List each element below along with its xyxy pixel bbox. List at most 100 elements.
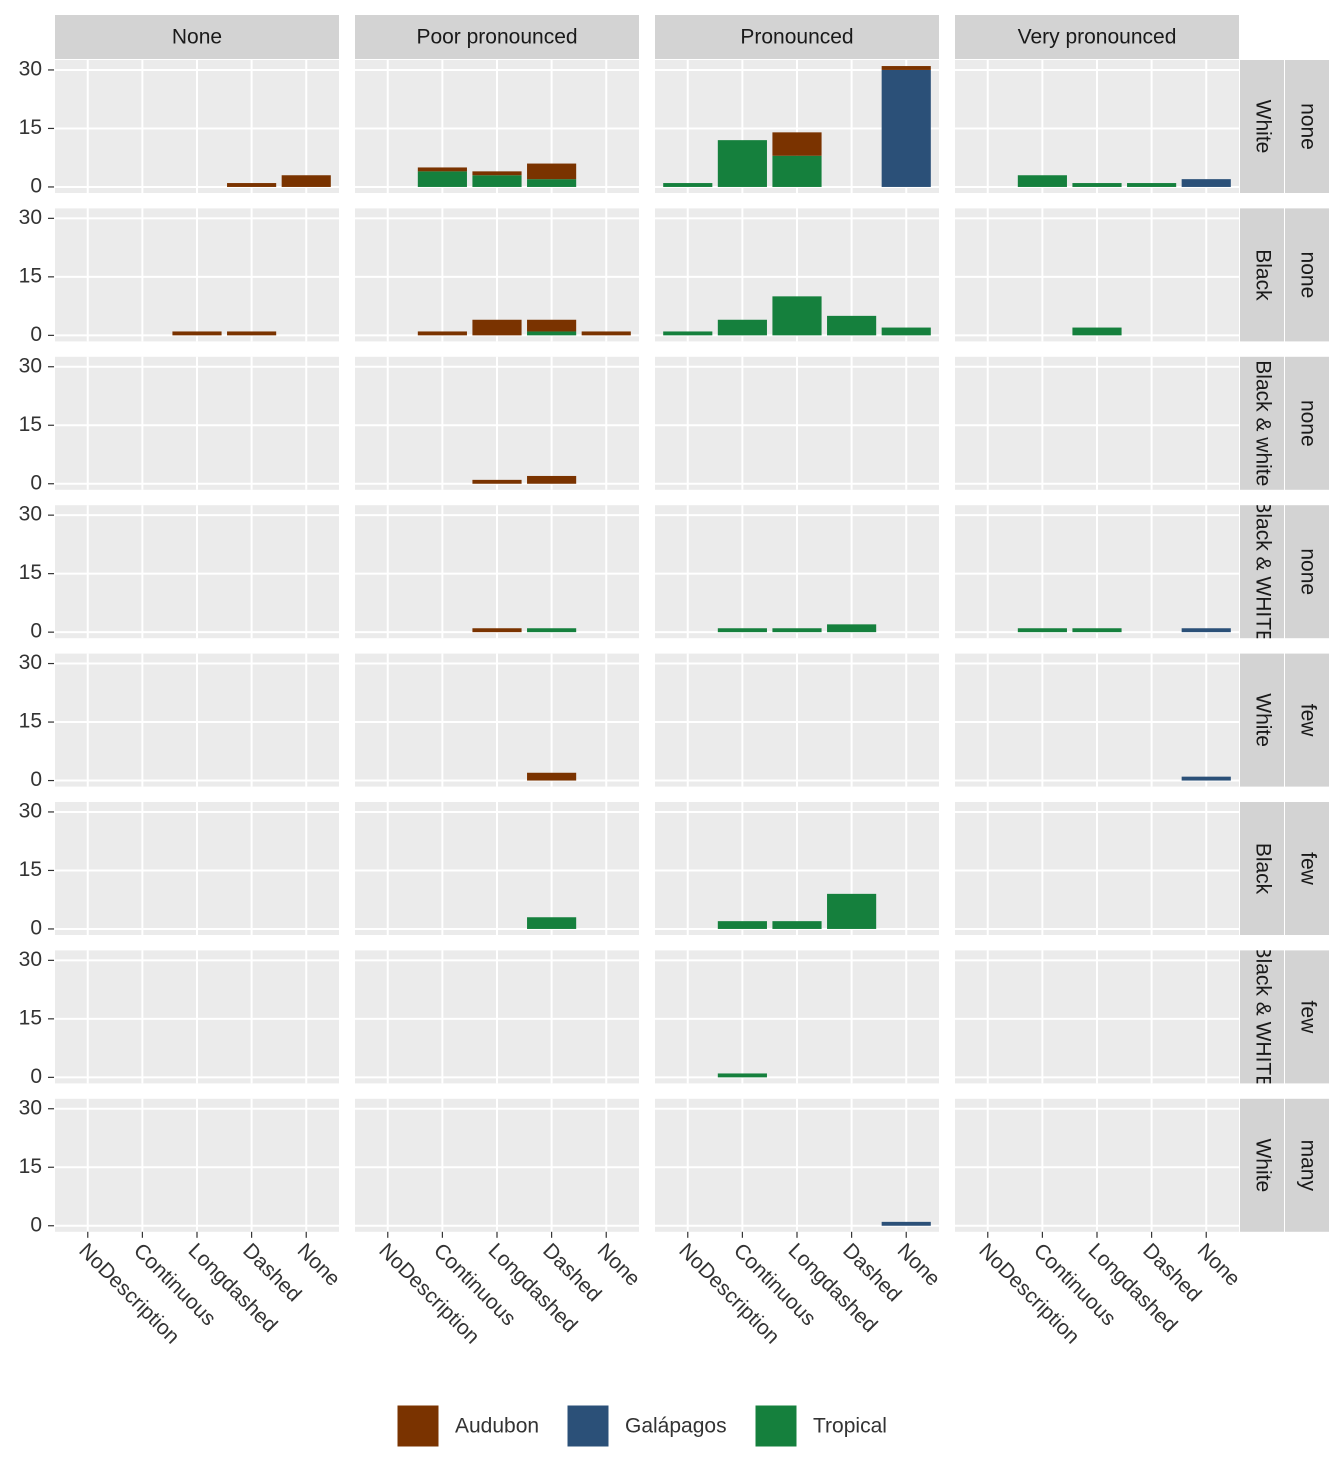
legend-key xyxy=(396,1404,440,1448)
bar xyxy=(417,331,467,336)
bar xyxy=(881,1221,931,1226)
row-strip-inner xyxy=(1240,1098,1284,1232)
y-tick-label: 30 xyxy=(19,206,42,229)
row-strip-clip: White xyxy=(1251,100,1274,154)
legend-label: Galápagos xyxy=(625,1415,727,1438)
bar xyxy=(827,624,877,633)
bar xyxy=(227,331,277,336)
bar xyxy=(472,319,522,336)
row-strip-label: none xyxy=(1296,400,1319,447)
bar xyxy=(827,893,877,929)
row-strip-outer xyxy=(1285,802,1329,935)
bar xyxy=(772,296,822,336)
bar xyxy=(772,921,822,929)
row-strip-outer xyxy=(1285,1098,1329,1232)
bar xyxy=(227,183,277,187)
x-tick-label: None xyxy=(893,1239,945,1291)
row-strip-outer xyxy=(1285,653,1329,787)
column-strip xyxy=(55,15,339,59)
y-tick-label: 30 xyxy=(19,799,42,822)
x-tick-label: NoDescription xyxy=(974,1239,1084,1349)
bar xyxy=(1072,628,1122,633)
bar xyxy=(717,319,767,336)
bar xyxy=(881,327,931,336)
row-strip-inner xyxy=(1240,802,1284,935)
y-tick-label: 0 xyxy=(30,175,42,198)
y-tick-label: 15 xyxy=(19,710,42,733)
y-tick-label: 30 xyxy=(19,651,42,674)
bar xyxy=(581,331,631,336)
bar xyxy=(1181,776,1231,781)
column-strip-label: Very pronounced xyxy=(1018,26,1177,49)
y-tick-label: 0 xyxy=(30,471,42,494)
row-strip-clip: Black xyxy=(1251,843,1274,895)
y-tick-label: 0 xyxy=(30,1213,42,1236)
legend-key xyxy=(566,1404,610,1448)
y-tick-label: 0 xyxy=(30,323,42,346)
bar xyxy=(881,66,931,70)
bar xyxy=(172,331,222,336)
y-tick-label: 30 xyxy=(19,57,42,80)
row-strip-clip: Black & WHITE xyxy=(1251,945,1274,1090)
row-strip-label: none xyxy=(1296,252,1319,299)
legend-key xyxy=(754,1404,798,1448)
bar xyxy=(772,155,822,187)
bar xyxy=(1127,183,1177,187)
y-tick-label: 15 xyxy=(19,858,42,881)
row-strip-label: few xyxy=(1296,704,1319,738)
bar xyxy=(663,183,713,187)
column-strip xyxy=(355,15,639,59)
y-tick-label: 0 xyxy=(30,1065,42,1088)
x-tick-label: NoDescription xyxy=(674,1239,784,1349)
row-strip-label: White xyxy=(1251,1138,1274,1192)
bar xyxy=(1181,628,1231,633)
row-strip-outer xyxy=(1285,356,1329,490)
bar xyxy=(1181,179,1231,187)
row-strip-label: few xyxy=(1296,1001,1319,1035)
row-strip-inner xyxy=(1240,356,1284,490)
row-strip-outer xyxy=(1285,60,1329,193)
x-tick-label: NoDescription xyxy=(374,1239,484,1349)
column-strip xyxy=(655,15,939,59)
bar xyxy=(417,167,467,172)
bar xyxy=(663,331,713,336)
y-tick-label: 15 xyxy=(19,1006,42,1029)
y-tick-label: 15 xyxy=(19,116,42,139)
legend-label: Tropical xyxy=(813,1415,887,1438)
bar xyxy=(472,175,522,187)
column-strip xyxy=(955,15,1239,59)
row-strip-label: Black & white xyxy=(1251,360,1274,486)
row-strip-label: White xyxy=(1251,693,1274,747)
bar xyxy=(472,171,522,176)
row-strip-label: few xyxy=(1296,852,1319,886)
row-strip-inner xyxy=(1240,208,1284,342)
y-tick-label: 15 xyxy=(19,1155,42,1178)
bar xyxy=(417,171,467,187)
column-strip-label: Poor pronounced xyxy=(416,26,577,49)
x-tick-label: NoDescription xyxy=(74,1239,184,1349)
x-tick-label: None xyxy=(293,1239,345,1291)
bar xyxy=(827,315,877,336)
row-strip-inner xyxy=(1240,950,1284,1084)
y-tick-label: 15 xyxy=(19,413,42,436)
bar xyxy=(527,179,577,187)
bar xyxy=(717,628,767,633)
row-strip-clip: Black xyxy=(1251,249,1274,301)
bar xyxy=(772,628,822,633)
y-tick-label: 0 xyxy=(30,620,42,643)
bar xyxy=(717,921,767,929)
row-strip-label: Black xyxy=(1251,843,1274,895)
bar xyxy=(717,140,767,187)
y-tick-label: 30 xyxy=(19,948,42,971)
row-strip-label: Black & WHITE xyxy=(1251,945,1274,1090)
legend-label: Audubon xyxy=(455,1415,539,1438)
row-strip-outer xyxy=(1285,208,1329,342)
row-strip-label: Black & WHITE xyxy=(1251,499,1274,644)
y-tick-label: 0 xyxy=(30,917,42,940)
y-tick-label: 15 xyxy=(19,264,42,287)
x-tick-label: None xyxy=(1193,1239,1245,1291)
bar xyxy=(527,163,577,180)
bar xyxy=(527,331,577,336)
y-tick-label: 30 xyxy=(19,503,42,526)
bar xyxy=(472,628,522,633)
